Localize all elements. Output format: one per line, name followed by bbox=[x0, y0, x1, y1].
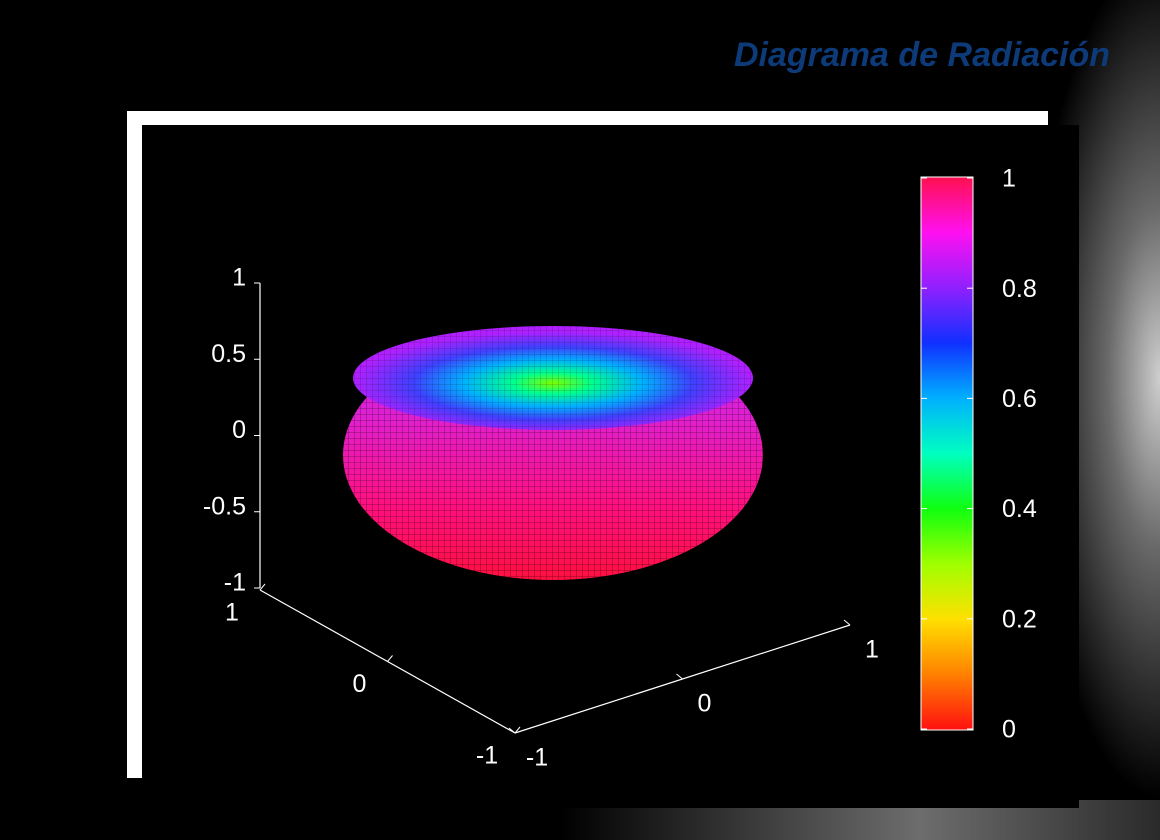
x-tick bbox=[514, 726, 521, 734]
y-tick bbox=[843, 619, 851, 626]
radiation-surface bbox=[343, 326, 763, 580]
frame-left bbox=[127, 111, 142, 778]
z-tick-label: 0 bbox=[232, 416, 246, 444]
x-tick-label: -1 bbox=[476, 742, 498, 770]
y-tick bbox=[508, 727, 516, 734]
y-tick-label: 0 bbox=[698, 690, 712, 718]
y-tick bbox=[676, 673, 683, 680]
z-tick-label: 1 bbox=[232, 264, 246, 292]
slide-title: Diagrama de Radiación bbox=[734, 36, 1110, 74]
x-tick-label: 1 bbox=[225, 599, 239, 627]
colorbar-tick-label: 1 bbox=[1002, 165, 1016, 193]
x-tick bbox=[259, 583, 266, 591]
frame-top bbox=[127, 111, 1048, 125]
torus-top-mesh bbox=[353, 326, 753, 430]
z-tick-label: 0.5 bbox=[211, 340, 246, 368]
colorbar-tick-label: 0 bbox=[1002, 716, 1016, 744]
colorbar-tick-label: 0.6 bbox=[1002, 385, 1037, 413]
z-tick-label: -0.5 bbox=[203, 492, 246, 520]
z-tick-label: -1 bbox=[224, 569, 246, 597]
colorbar-tick-label: 0.8 bbox=[1002, 275, 1037, 303]
y-tick-label: 1 bbox=[865, 636, 879, 664]
colorbar-tick-label: 0.4 bbox=[1002, 495, 1037, 523]
colorbar-tick-label: 0.2 bbox=[1002, 605, 1037, 633]
x-tick-label: 0 bbox=[353, 670, 367, 698]
y-tick-label: -1 bbox=[526, 744, 548, 772]
x-tick bbox=[387, 655, 393, 662]
colorbar bbox=[920, 176, 974, 731]
